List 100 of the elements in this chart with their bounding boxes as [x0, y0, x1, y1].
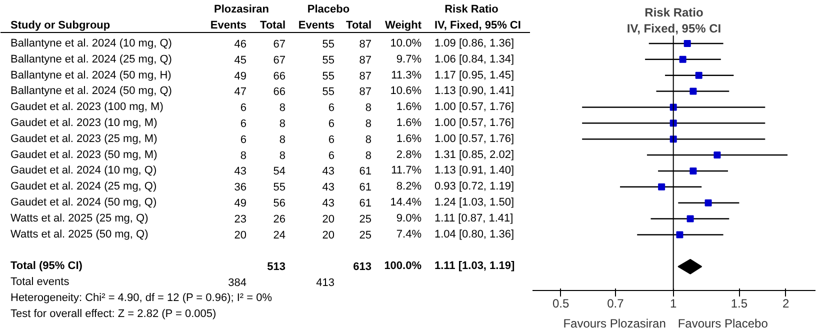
data-label: 1.11 [0.87, 1.41]	[434, 212, 514, 224]
data-label: 6	[328, 150, 335, 162]
category-label: Watts et al. 2025 (50 mg, Q)	[10, 228, 148, 240]
data-label: 45	[234, 54, 247, 66]
data-label: 47	[234, 86, 247, 98]
x-tick-label: 0.5	[552, 296, 570, 310]
data-label: 55	[322, 86, 335, 98]
data-label: 1.13 [0.90, 1.41]	[434, 85, 514, 98]
data-label: 1.11 [1.03, 1.19]	[434, 260, 515, 272]
category-label: Gaudet et al. 2024 (50 mg, Q)	[10, 196, 157, 208]
data-label: 43	[322, 198, 335, 210]
data-label: 67	[273, 38, 286, 50]
data-label: 1.24 [1.03, 1.50]	[434, 196, 514, 208]
category-label: Ballantyne et al. 2024 (25 mg, Q)	[10, 53, 172, 66]
x-tick-label: 1.5	[730, 296, 748, 310]
data-label: 384	[228, 277, 247, 289]
text: Weight	[385, 20, 422, 32]
text: Favours Plozasiran	[563, 316, 666, 330]
category-label: Total events	[10, 276, 70, 288]
data-label: 26	[273, 213, 286, 226]
data-label: 1.00 [0.57, 1.76]	[434, 132, 514, 145]
category-label: Gaudet et al. 2023 (10 mg, M)	[10, 117, 158, 129]
data-label: 8	[279, 134, 286, 146]
data-label: 8	[279, 150, 286, 162]
text: Favours Placebo	[678, 316, 768, 330]
data-label: 6	[240, 118, 247, 130]
data-label: 66	[273, 70, 286, 82]
data-label: 0.93 [0.72, 1.19]	[434, 180, 514, 193]
category-label: Ballantyne et al. 2024 (50 mg, Q)	[10, 85, 172, 98]
category-label: Gaudet et al. 2023 (100 mg, M)	[10, 101, 164, 114]
data-label: 1.31 [0.85, 2.02]	[434, 148, 514, 161]
data-label: 43	[322, 166, 335, 178]
data-label: 43	[234, 166, 247, 178]
data-label: 25	[359, 213, 372, 226]
text: Heterogeneity: Chi² = 4.90, df = 12 (P = 0.96); I² = 0%	[10, 292, 272, 304]
data-label: 1.00 [0.57, 1.76]	[434, 101, 514, 114]
text: Risk Ratio	[444, 4, 499, 16]
data-label: 8	[365, 150, 372, 162]
data-label: 10.6%	[390, 85, 422, 98]
data-label: 56	[273, 198, 286, 210]
text: IV, Fixed, 95% CI	[434, 20, 521, 32]
data-label: 7.4%	[396, 228, 422, 240]
data-label: 6	[328, 118, 335, 130]
data-label: 87	[359, 70, 372, 82]
data-label: 11.3%	[391, 69, 422, 82]
text: Total	[346, 20, 372, 32]
data-label: 1.6%	[396, 132, 422, 145]
data-label: 23	[234, 213, 247, 226]
data-label: 87	[359, 86, 372, 98]
data-label: 513	[267, 261, 286, 274]
data-label: 61	[359, 166, 372, 178]
data-label: 36	[234, 182, 247, 194]
text: Study or Subgroup	[10, 20, 110, 32]
data-label: 54	[273, 166, 286, 178]
data-label: 87	[359, 38, 372, 50]
data-label: 55	[322, 38, 335, 50]
data-label: 100.0%	[384, 260, 422, 272]
data-label: 6	[328, 102, 335, 114]
data-label: 613	[353, 261, 372, 274]
data-label: 8	[279, 102, 286, 114]
category-label: Gaudet et al. 2024 (10 mg, Q)	[10, 164, 157, 177]
data-label: 9.0%	[396, 212, 422, 224]
data-label: 1.00 [0.57, 1.76]	[434, 117, 514, 129]
data-label: 8	[365, 118, 372, 130]
text: Placebo	[307, 4, 350, 16]
data-label: 25	[359, 229, 372, 242]
data-label: 8	[279, 118, 286, 130]
data-label: 55	[273, 182, 286, 194]
data-label: 1.09 [0.86, 1.36]	[434, 38, 514, 50]
data-label: 67	[273, 54, 286, 66]
data-label: 8	[365, 134, 372, 146]
data-label: 55	[322, 54, 335, 66]
data-label: 61	[359, 198, 372, 210]
text: Events	[298, 20, 335, 32]
x-tick-label: 0.7	[607, 296, 624, 310]
data-label: 1.04 [0.80, 1.36]	[434, 228, 514, 240]
data-label: 20	[234, 229, 247, 242]
category-label: Ballantyne et al. 2024 (50 mg, H)	[10, 69, 172, 82]
data-label: 8	[365, 102, 372, 114]
category-label: Gaudet et al. 2024 (25 mg, Q)	[10, 180, 157, 193]
data-label: 49	[234, 198, 247, 210]
data-label: 8	[240, 150, 247, 162]
chart-subtitle: IV, Fixed, 95% CI	[626, 22, 722, 36]
data-label: 24	[273, 229, 286, 242]
data-label: 6	[328, 134, 335, 146]
data-label: 87	[359, 54, 372, 66]
data-label: 46	[234, 38, 247, 50]
data-label: 55	[322, 70, 335, 82]
x-tick-label: 2	[782, 296, 790, 310]
data-label: 1.6%	[396, 101, 422, 114]
data-label: 49	[234, 70, 247, 82]
data-label: 10.0%	[390, 38, 422, 50]
data-label: 20	[322, 229, 335, 242]
data-label: 1.17 [0.95, 1.45]	[434, 69, 514, 82]
data-label: 20	[322, 213, 335, 226]
data-label: 66	[273, 86, 286, 98]
text: Total	[260, 20, 286, 32]
data-label: 6	[240, 134, 247, 146]
data-label: 413	[316, 277, 335, 289]
category-label: Gaudet et al. 2023 (25 mg, M)	[10, 132, 158, 145]
